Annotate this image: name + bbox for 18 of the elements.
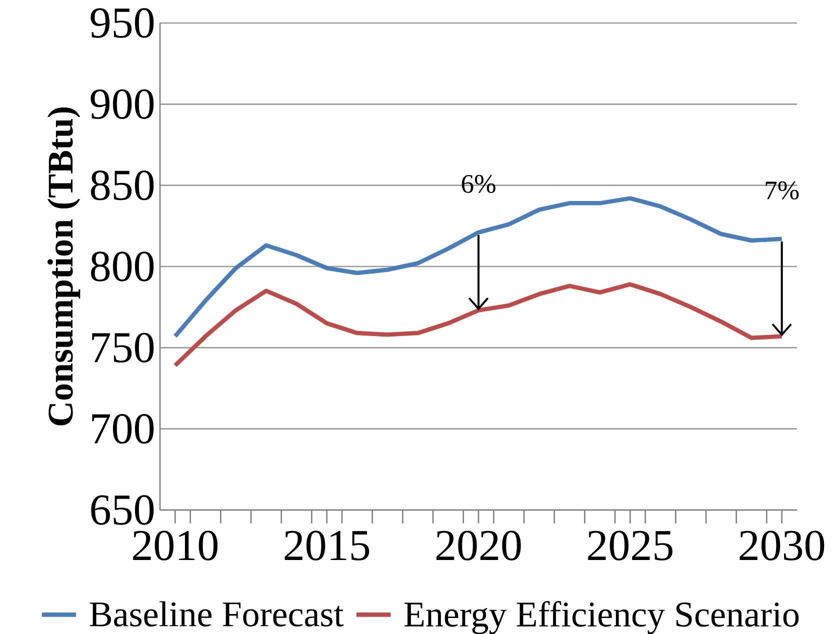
annotation: 6% xyxy=(462,174,496,194)
y-tick-label: 650 xyxy=(91,495,154,525)
legend-label: Energy Efficiency Scenario xyxy=(404,601,799,634)
legend-label: Baseline Forecast xyxy=(90,601,344,627)
y-tick-label: 800 xyxy=(90,252,154,282)
x-tick-label: 2030 xyxy=(740,530,824,560)
x-tick-label: 2020 xyxy=(436,530,521,560)
y-tick-label: 900 xyxy=(90,89,154,120)
x-tick-label: 2015 xyxy=(284,530,370,560)
line-series xyxy=(173,282,784,368)
y-axis-title: Consumption (TBtu) xyxy=(47,108,80,426)
y-tick-label: 700 xyxy=(92,414,154,444)
y-tick-label: 950 xyxy=(90,8,154,38)
annotation: 7% xyxy=(766,181,799,200)
y-tick-label: 850 xyxy=(90,170,154,200)
y-tick-label: 750 xyxy=(92,332,154,363)
x-tick-label: 2025 xyxy=(588,530,672,560)
x-tick-label: 2010 xyxy=(133,530,218,560)
